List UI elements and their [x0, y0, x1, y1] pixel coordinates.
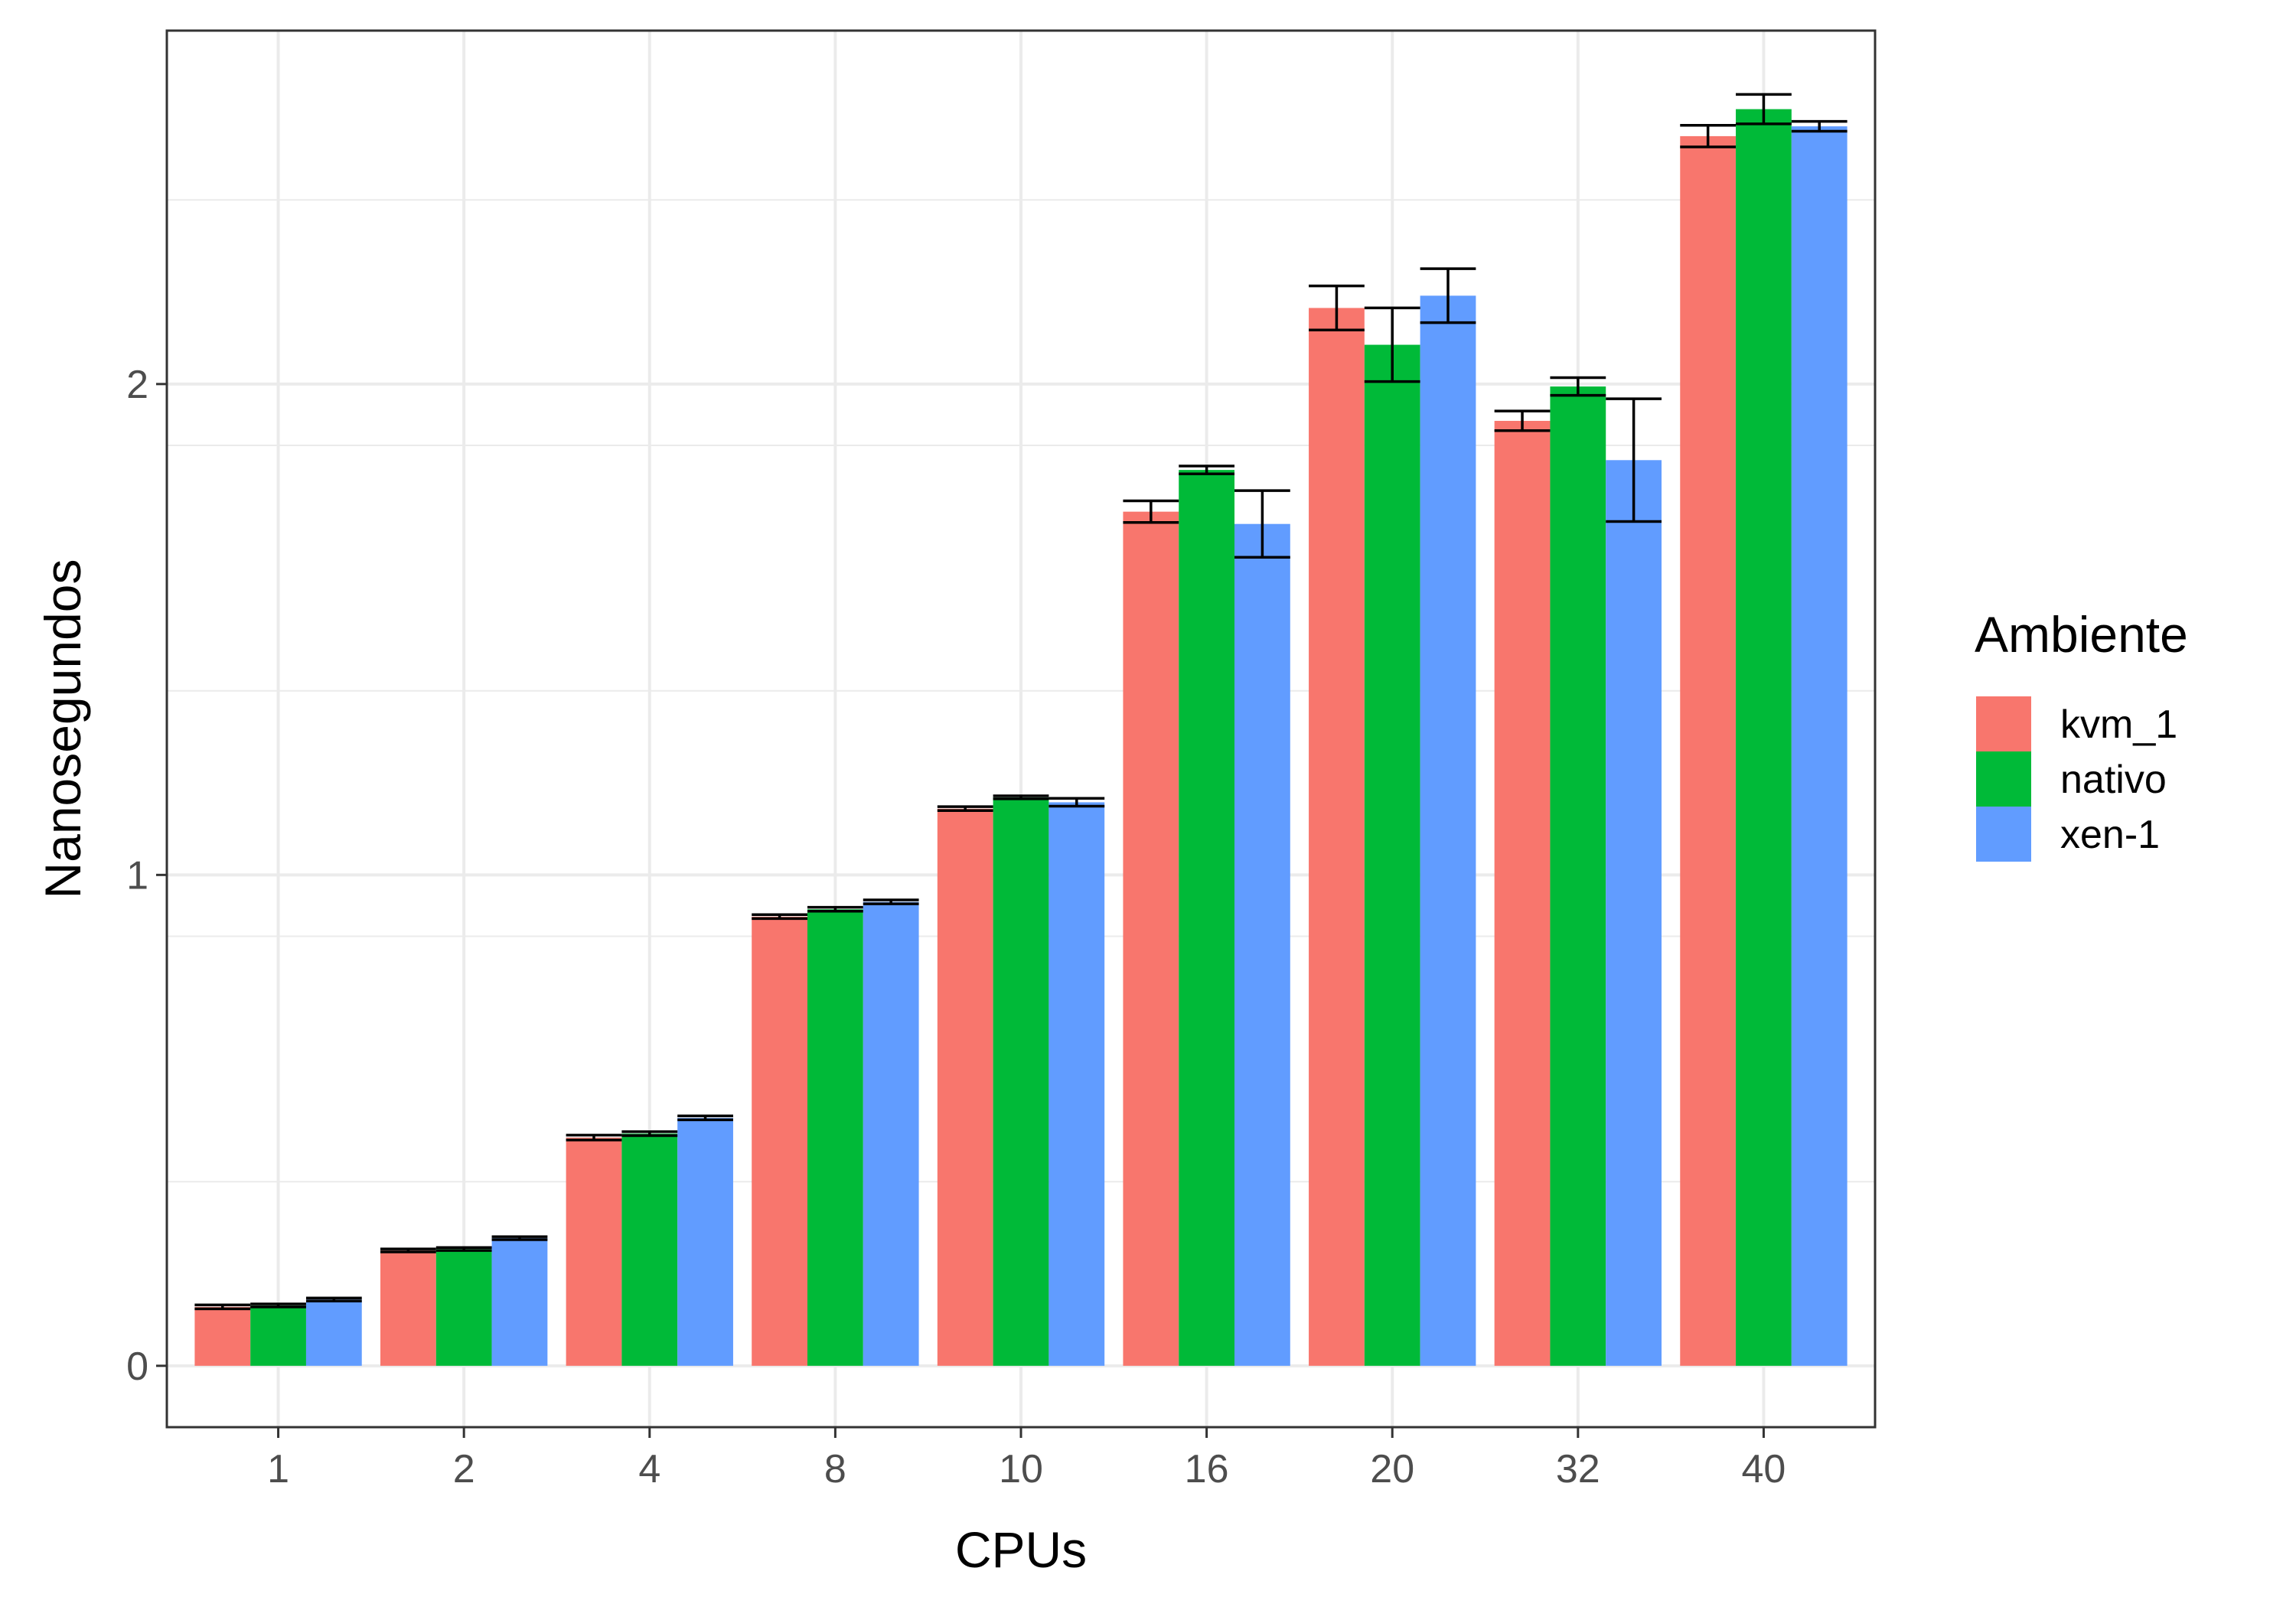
errorbar-nativo-cpu-16: [1179, 464, 1234, 476]
bar-nativo-cpu-4: [621, 1133, 678, 1366]
bar-kvm_1-cpu-16: [1123, 511, 1179, 1366]
bar-xen-1-cpu-1: [305, 1299, 362, 1366]
y-axis-title: Nanosegundos: [34, 559, 91, 898]
bars: [194, 109, 1848, 1366]
bar-xen-1-cpu-2: [491, 1238, 548, 1366]
legend-key-nativo: [1976, 751, 2031, 807]
bar-kvm_1-cpu-10: [937, 808, 993, 1366]
errorbar-xen-1-cpu-32: [1606, 397, 1662, 523]
y-tick-label: 1: [126, 853, 148, 898]
bar-nativo-cpu-16: [1179, 470, 1234, 1366]
bar-xen-1-cpu-40: [1791, 126, 1848, 1366]
errorbar-kvm_1-cpu-40: [1680, 124, 1737, 148]
x-tick-label: 16: [1185, 1447, 1229, 1491]
legend-label-nativo: nativo: [2060, 758, 2167, 802]
errorbar-nativo-cpu-4: [621, 1130, 678, 1137]
bar-kvm_1-cpu-1: [194, 1306, 251, 1366]
bar-nativo-cpu-2: [435, 1249, 492, 1366]
y-tick-label: 0: [126, 1345, 148, 1389]
legend-key-xen-1: [1976, 807, 2031, 862]
bar-xen-1-cpu-10: [1049, 802, 1105, 1366]
bar-kvm_1-cpu-8: [752, 916, 807, 1366]
x-tick-label: 1: [267, 1447, 289, 1491]
errorbar-xen-1-cpu-1: [305, 1296, 362, 1302]
errorbar-kvm_1-cpu-4: [566, 1133, 622, 1142]
bar-nativo-cpu-40: [1736, 109, 1792, 1366]
errorbar-kvm_1-cpu-32: [1494, 409, 1551, 432]
errorbar-xen-1-cpu-4: [677, 1114, 733, 1122]
x-tick-label: 20: [1370, 1447, 1414, 1491]
bar-kvm_1-cpu-20: [1309, 308, 1365, 1366]
errorbar-nativo-cpu-32: [1550, 376, 1606, 397]
bar-xen-1-cpu-8: [863, 901, 919, 1366]
x-tick-label: 2: [453, 1447, 475, 1491]
x-tick-label: 40: [1742, 1447, 1786, 1491]
errorbar-xen-1-cpu-8: [863, 898, 919, 905]
bar-xen-1-cpu-4: [677, 1117, 733, 1366]
bar-kvm_1-cpu-2: [380, 1250, 436, 1366]
errorbar-kvm_1-cpu-20: [1309, 284, 1365, 332]
errorbar-kvm_1-cpu-10: [937, 805, 993, 813]
errorbar-xen-1-cpu-40: [1791, 119, 1848, 133]
error-bars: [194, 93, 1848, 1311]
errorbar-nativo-cpu-1: [250, 1302, 306, 1309]
legend-label-xen-1: xen-1: [2060, 813, 2160, 857]
legend-title: Ambiente: [1975, 606, 2188, 663]
errorbar-xen-1-cpu-20: [1420, 267, 1476, 324]
errorbar-kvm_1-cpu-1: [194, 1303, 251, 1311]
bar-kvm_1-cpu-32: [1494, 420, 1551, 1366]
bar-nativo-cpu-1: [250, 1305, 306, 1366]
errorbar-xen-1-cpu-16: [1234, 489, 1290, 559]
errorbar-nativo-cpu-10: [993, 794, 1049, 800]
x-tick-label: 8: [824, 1447, 846, 1491]
legend-label-kvm_1: kvm_1: [2060, 702, 2177, 747]
bar-nativo-cpu-32: [1550, 386, 1606, 1366]
bar-nativo-cpu-20: [1364, 344, 1420, 1366]
x-tick-label: 10: [999, 1447, 1043, 1491]
bar-xen-1-cpu-16: [1234, 523, 1290, 1366]
axis-ticks: 0 1 2 1 2 4 8 10 16 20 32 40: [126, 363, 1786, 1491]
errorbar-nativo-cpu-40: [1736, 93, 1792, 125]
errorbar-nativo-cpu-2: [435, 1246, 492, 1252]
errorbar-kvm_1-cpu-2: [380, 1247, 436, 1253]
bar-xen-1-cpu-20: [1420, 295, 1476, 1366]
bar-nativo-cpu-10: [993, 797, 1049, 1366]
errorbar-kvm_1-cpu-8: [752, 913, 807, 921]
legend-key-kvm_1: [1976, 696, 2031, 751]
bar-kvm_1-cpu-40: [1680, 135, 1737, 1366]
x-axis-title: CPUs: [955, 1521, 1087, 1578]
errorbar-xen-1-cpu-10: [1049, 797, 1105, 808]
errorbar-kvm_1-cpu-16: [1123, 499, 1179, 524]
errorbar-nativo-cpu-20: [1364, 306, 1420, 383]
errorbar-nativo-cpu-8: [807, 905, 863, 913]
x-tick-label: 32: [1556, 1447, 1600, 1491]
bar-xen-1-cpu-32: [1606, 460, 1662, 1366]
y-tick-label: 2: [126, 363, 148, 407]
bar-kvm_1-cpu-4: [566, 1137, 622, 1366]
errorbar-xen-1-cpu-2: [491, 1235, 548, 1241]
bar-nativo-cpu-8: [807, 909, 863, 1366]
x-tick-label: 4: [638, 1447, 660, 1491]
